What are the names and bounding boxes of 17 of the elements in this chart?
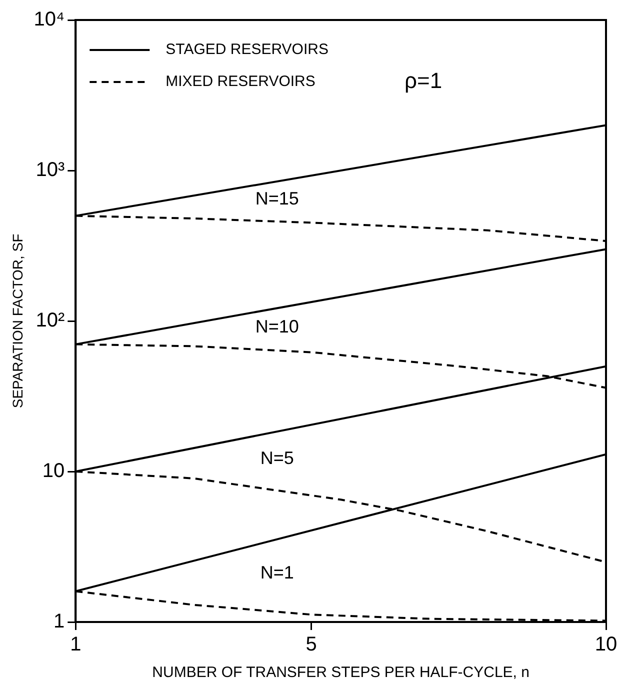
x-tick-label: 10	[594, 634, 618, 656]
y-tick-label: 10²	[36, 310, 65, 332]
legend-label: MIXED RESERVOIRS	[166, 73, 316, 90]
y-tick-label: 1	[54, 610, 65, 633]
annotation: N=1	[260, 562, 294, 582]
annotation: N=10	[255, 316, 299, 336]
x-tick-label: 5	[306, 634, 317, 656]
legend-label: STAGED RESERVOIRS	[166, 41, 328, 58]
x-axis-title: NUMBER OF TRANSFER STEPS PER HALF-CYCLE, n	[152, 664, 530, 682]
y-axis-title: SEPARATION FACTOR, SF	[9, 234, 26, 408]
y-tick-label: 10⁴	[34, 8, 65, 31]
annotation: ρ=1	[404, 68, 442, 94]
x-tick-label: 1	[70, 634, 82, 656]
y-tick-label: 10³	[36, 159, 65, 182]
y-tick-label: 10	[42, 460, 65, 482]
annotation: N=15	[255, 188, 299, 208]
annotation: N=5	[260, 448, 294, 468]
